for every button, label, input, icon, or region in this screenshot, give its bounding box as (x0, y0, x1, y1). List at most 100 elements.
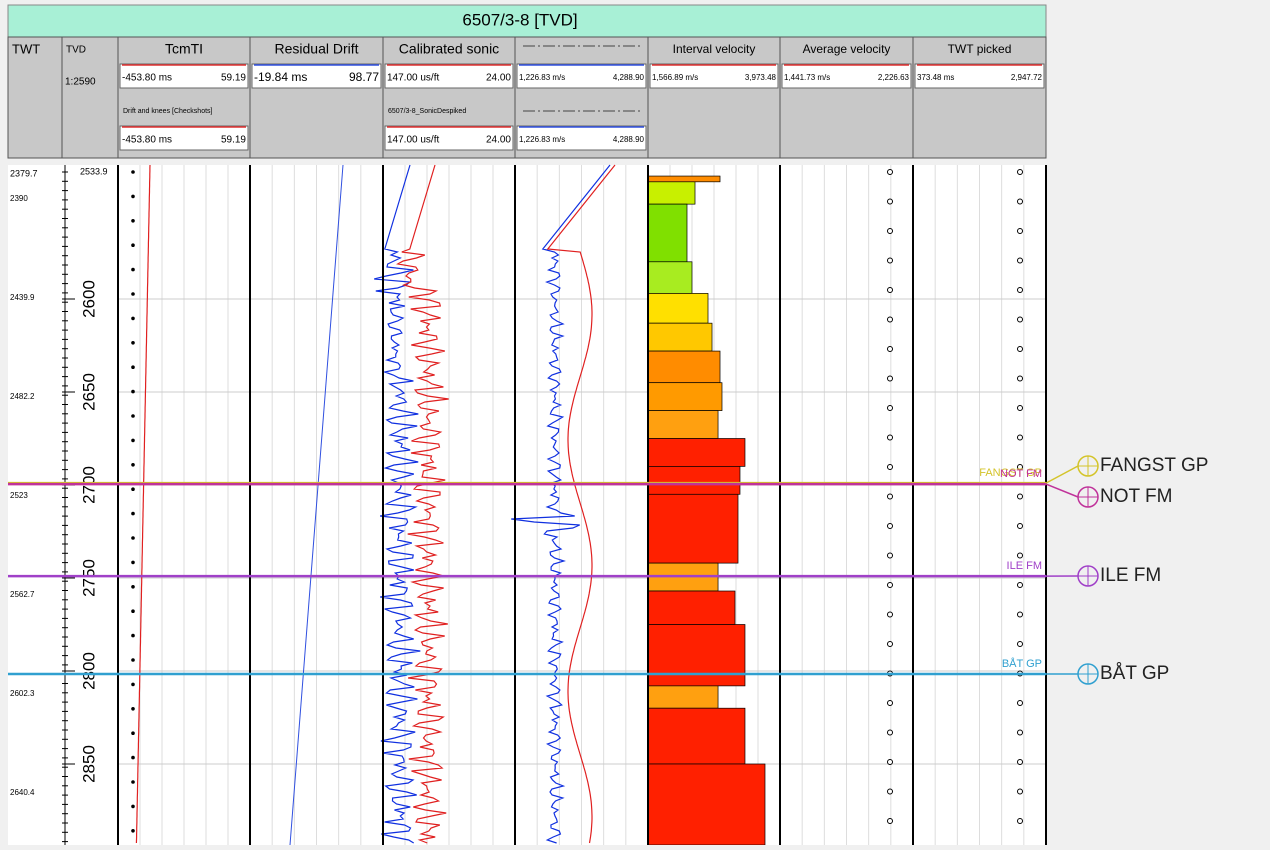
avg-velocity-point (888, 612, 893, 617)
interval-velocity-block (648, 764, 765, 845)
interval-velocity-block (648, 591, 735, 624)
checkshot-dot (131, 390, 135, 394)
avg-velocity-point (888, 789, 893, 794)
column-name: TcmTI (165, 41, 203, 57)
checkshot-dot (131, 658, 135, 662)
interval-velocity-block (648, 466, 740, 494)
twt-picked-point (1018, 170, 1023, 175)
tvd-label: 2850 (79, 745, 98, 783)
avg-velocity-point (888, 465, 893, 470)
range-min: 373.48 ms (917, 73, 954, 82)
avg-velocity-point (888, 553, 893, 558)
range-max: 59.19 (221, 135, 246, 146)
checkshot-dot (131, 317, 135, 321)
interval-velocity-block (648, 494, 738, 563)
column-name: Calibrated sonic (399, 41, 499, 57)
twt-picked-point (1018, 701, 1023, 706)
twt-picked-point (1018, 819, 1023, 824)
range-max: 3,973.48 (745, 73, 777, 82)
interval-velocity-block (648, 383, 722, 411)
twt-picked-point (1018, 553, 1023, 558)
range-max: 4,288.90 (613, 73, 645, 82)
avg-velocity-point (888, 701, 893, 706)
range-max: 24.00 (486, 73, 511, 84)
avg-velocity-point (888, 435, 893, 440)
checkshot-dot (131, 195, 135, 199)
checkshot-dot (131, 365, 135, 369)
checkshot-dot (131, 561, 135, 565)
column-name: Interval velocity (673, 42, 756, 56)
twt-picked-point (1018, 199, 1023, 204)
column-name: Residual Drift (274, 41, 358, 57)
interval-velocity-block (648, 708, 745, 764)
marker-label: BÅT GP (1100, 663, 1169, 684)
twt-picked-point (1018, 524, 1023, 529)
sub-name: Drift and knees [Checkshots] (123, 108, 213, 115)
twt-picked-point (1018, 258, 1023, 263)
range-min: -453.80 ms (122, 135, 172, 146)
marker-inline-label: BÅT GP (1002, 657, 1042, 670)
sub-name: 6507/3-8_SonicDespiked (388, 108, 466, 115)
column-name: Average velocity (803, 42, 891, 56)
twt-picked-point (1018, 612, 1023, 617)
avg-velocity-point (888, 317, 893, 322)
checkshot-dot (131, 414, 135, 418)
twt-picked-point (1018, 347, 1023, 352)
checkshot-dot (131, 707, 135, 711)
checkshot-dot (131, 219, 135, 223)
interval-velocity-block (648, 411, 718, 439)
avg-velocity-point (888, 524, 893, 529)
interval-velocity-block (648, 686, 718, 708)
twt-label: 2562.7 (10, 590, 35, 599)
twt-picked-point (1018, 583, 1023, 588)
twt-picked-point (1018, 406, 1023, 411)
twt-label: 2390 (10, 194, 28, 203)
range-min: 147.00 us/ft (387, 135, 439, 146)
range-min: 1,226.83 m/s (519, 135, 565, 144)
twt-label: 2439.9 (10, 293, 35, 302)
checkshot-dot (131, 439, 135, 443)
marker-connector (1046, 484, 1078, 497)
marker-connector (1046, 466, 1078, 483)
range-min: 147.00 us/ft (387, 73, 439, 84)
interval-velocity-block (648, 323, 712, 351)
avg-velocity-point (888, 583, 893, 588)
tvd-label: 2750 (79, 559, 98, 597)
tvd-label: 2650 (79, 373, 98, 411)
avg-velocity-point (888, 170, 893, 175)
avg-velocity-point (888, 347, 893, 352)
depth-top: 2533.9 (80, 166, 108, 176)
range-max: 24.00 (486, 135, 511, 146)
checkshot-dot (131, 731, 135, 735)
avg-velocity-point (888, 229, 893, 234)
checkshot-dot (131, 585, 135, 589)
column-name: TWT (12, 41, 40, 56)
twt-picked-point (1018, 730, 1023, 735)
checkshot-dot (131, 829, 135, 833)
checkshot-dot (131, 756, 135, 760)
column-name: TVD (66, 45, 86, 56)
marker-label: FANGST GP (1100, 455, 1208, 476)
checkshot-dot (131, 341, 135, 345)
range-max: 2,947.72 (1011, 73, 1043, 82)
range-max: 2,226.63 (878, 73, 910, 82)
twt-picked-point (1018, 642, 1023, 647)
twt-picked-point (1018, 494, 1023, 499)
avg-velocity-point (888, 819, 893, 824)
twt-label: 2523 (10, 491, 28, 500)
avg-velocity-point (888, 258, 893, 263)
checkshot-dot (131, 805, 135, 809)
twt-label: 2482.2 (10, 392, 35, 401)
twt-picked-point (1018, 229, 1023, 234)
marker-label: NOT FM (1100, 486, 1172, 507)
range-min: 1,566.89 m/s (652, 73, 698, 82)
range-max: 4,288.90 (613, 135, 645, 144)
checkshot-dot (131, 634, 135, 638)
range-min: 1,226.83 m/s (519, 73, 565, 82)
interval-velocity-block (648, 439, 745, 467)
twt-label: 2602.3 (10, 689, 35, 698)
checkshot-dot (131, 292, 135, 296)
interval-velocity-block (648, 182, 695, 204)
twt-picked-point (1018, 376, 1023, 381)
